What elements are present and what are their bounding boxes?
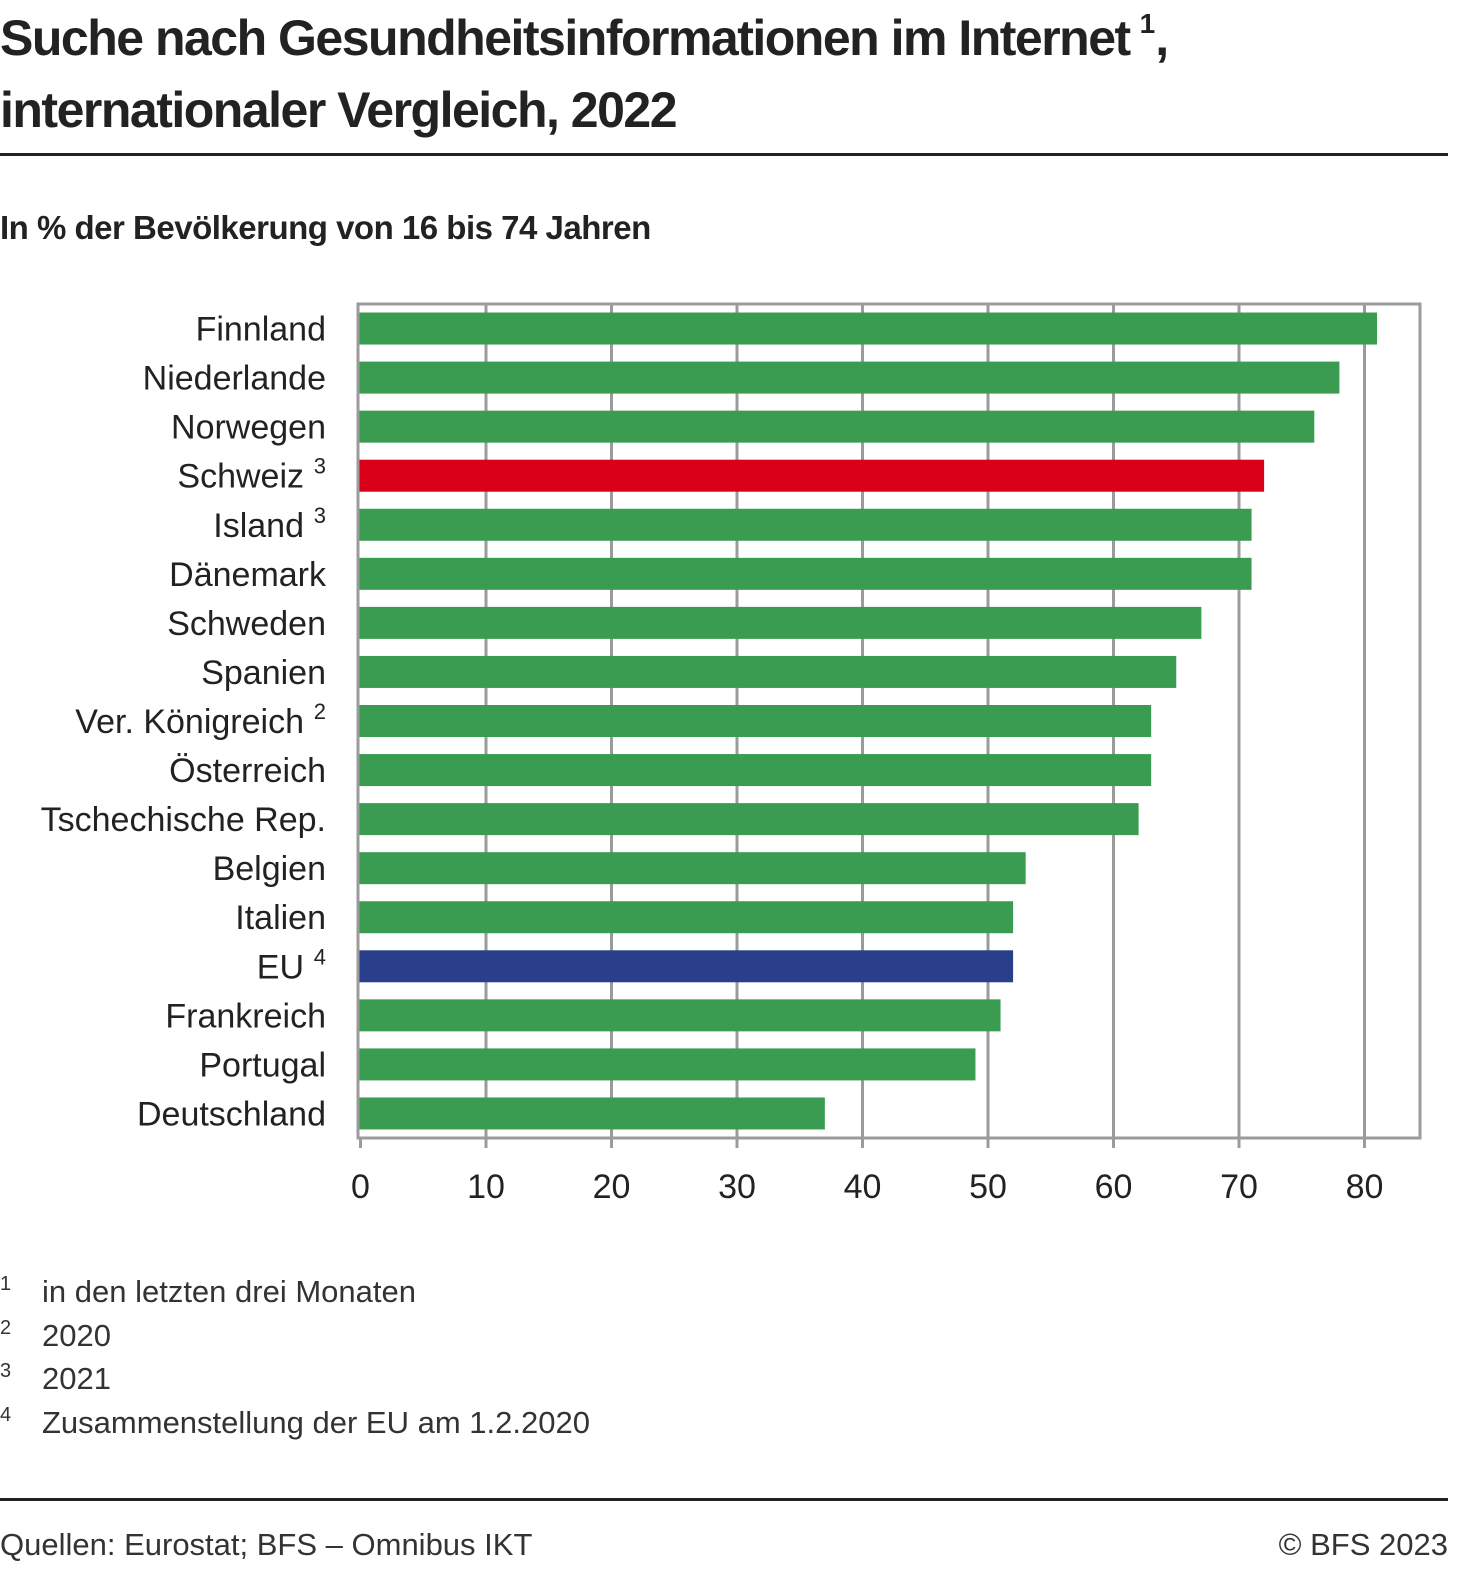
category-label-group: Frankreich — [165, 997, 326, 1035]
footnotes: 1 in den letzten drei Monaten 2 2020 3 2021 4 Z… — [0, 1272, 1200, 1446]
title-line-2: internationaler Vergleich, 2022 — [0, 82, 678, 138]
bar-italien — [359, 901, 1014, 934]
x-tick-label: 40 — [844, 1168, 882, 1206]
footnote-number: 1 — [0, 1273, 12, 1295]
bar-eu — [359, 950, 1014, 983]
category-label: Niederlande — [143, 360, 326, 398]
x-tick-label: 0 — [351, 1168, 370, 1206]
bar-tschechische-rep- — [359, 803, 1139, 836]
category-label: Norwegen — [171, 409, 326, 447]
category-label-group: Niederlande — [143, 360, 326, 398]
category-label-group: Finnland — [196, 311, 326, 349]
title-divider — [0, 153, 1448, 156]
footnote-marker: 3 — [314, 503, 326, 528]
category-label-group: Schweiz 3 — [177, 454, 326, 496]
bar-österreich — [359, 754, 1152, 787]
bar-schweden — [359, 606, 1202, 639]
footnote-2: 2 2020 — [0, 1316, 1200, 1360]
footnote-1: 1 in den letzten drei Monaten — [0, 1272, 1200, 1316]
footnote-number: 4 — [0, 1403, 12, 1426]
title-line-1: Suche nach Gesundheitsinformationen im I… — [0, 2, 1450, 74]
category-label-group: Portugal — [199, 1046, 326, 1084]
category-label-group: Schweden — [167, 605, 326, 643]
category-label-group: Tschechische Rep. — [41, 801, 326, 839]
bar-spanien — [359, 655, 1177, 688]
footnote-marker: 2 — [314, 699, 326, 724]
category-label-group: Dänemark — [169, 556, 327, 594]
category-label: Island — [213, 507, 304, 545]
category-label: Deutschland — [137, 1095, 326, 1133]
category-label-group: Norwegen — [171, 409, 326, 447]
category-label-group: EU 4 — [257, 944, 326, 986]
chart-subtitle: In % der Bevölkerung von 16 bis 74 Jahre… — [0, 209, 651, 246]
footnote-marker: 4 — [314, 944, 326, 969]
category-label-group: Island 3 — [213, 503, 326, 545]
source-text: Quellen: Eurostat; BFS – Omnibus IKT — [0, 1527, 533, 1562]
category-label: Spanien — [201, 654, 326, 692]
category-label: Belgien — [213, 850, 326, 888]
title-footnote-marker: 1 — [1139, 8, 1156, 39]
category-label: Dänemark — [169, 556, 327, 594]
bar-norwegen — [359, 410, 1315, 443]
x-tick-label: 80 — [1346, 1168, 1384, 1206]
x-tick-label: 10 — [467, 1168, 505, 1206]
bar-frankreich — [359, 999, 1001, 1032]
x-tick-label: 50 — [969, 1168, 1007, 1206]
category-label: Frankreich — [165, 997, 326, 1035]
x-tick-label: 60 — [1095, 1168, 1133, 1206]
footer-divider — [0, 1498, 1448, 1501]
copyright-text: © BFS 2023 — [1278, 1527, 1448, 1562]
bar-chart: 0 10 20 30 40 50 60 70 80 Finnland Niederlande Norw… — [41, 302, 1422, 1206]
category-label: Tschechische Rep. — [41, 801, 326, 839]
category-label-group: Ver. Königreich 2 — [75, 699, 326, 741]
x-tick-label: 30 — [718, 1168, 756, 1206]
footnote-4: 4 Zusammenstellung der EU am 1.2.2020 — [0, 1403, 1200, 1447]
bar-dänemark — [359, 557, 1252, 590]
footnote-text: Zusammenstellung der EU am 1.2.2020 — [42, 1404, 590, 1440]
footnote-3: 3 2021 — [0, 1359, 1200, 1403]
category-label-group: Spanien — [201, 654, 326, 692]
footnote-number: 3 — [0, 1360, 12, 1382]
category-label: Österreich — [169, 752, 326, 790]
category-label: Ver. Königreich — [75, 703, 304, 741]
category-label: Schweden — [167, 605, 326, 643]
x-tick-label: 20 — [593, 1168, 631, 1206]
footnote-text: 2020 — [42, 1317, 111, 1353]
bar-island — [359, 508, 1252, 541]
footnote-number: 2 — [0, 1316, 12, 1339]
chart-title: Suche nach Gesundheitsinformationen im I… — [0, 2, 1450, 146]
category-label: EU — [257, 948, 304, 986]
bar-deutschland — [359, 1097, 825, 1130]
plot-frame — [356, 302, 1422, 1140]
category-label-group: Belgien — [213, 850, 326, 888]
bar-portugal — [359, 1048, 976, 1081]
category-label: Italien — [235, 899, 326, 937]
bar-finnland — [359, 312, 1378, 345]
bar-schweiz — [359, 459, 1265, 492]
category-label-group: Italien — [235, 899, 326, 937]
footnote-marker: 3 — [314, 454, 326, 479]
bar-belgien — [359, 852, 1026, 885]
footnote-text: 2021 — [42, 1361, 111, 1396]
category-label: Portugal — [199, 1046, 326, 1084]
category-label-group: Deutschland — [137, 1095, 326, 1133]
x-tick-label: 70 — [1220, 1168, 1258, 1206]
category-label: Schweiz — [177, 458, 304, 496]
bar-ver-königreich — [359, 705, 1152, 737]
title-text-1: Suche nach Gesundheitsinformationen im I… — [0, 10, 1131, 66]
category-label: Finnland — [196, 311, 326, 349]
bar-niederlande — [359, 361, 1340, 394]
footnote-text: in den letzten drei Monaten — [42, 1274, 416, 1309]
title-comma: , — [1155, 10, 1169, 66]
category-label-group: Österreich — [169, 752, 326, 790]
